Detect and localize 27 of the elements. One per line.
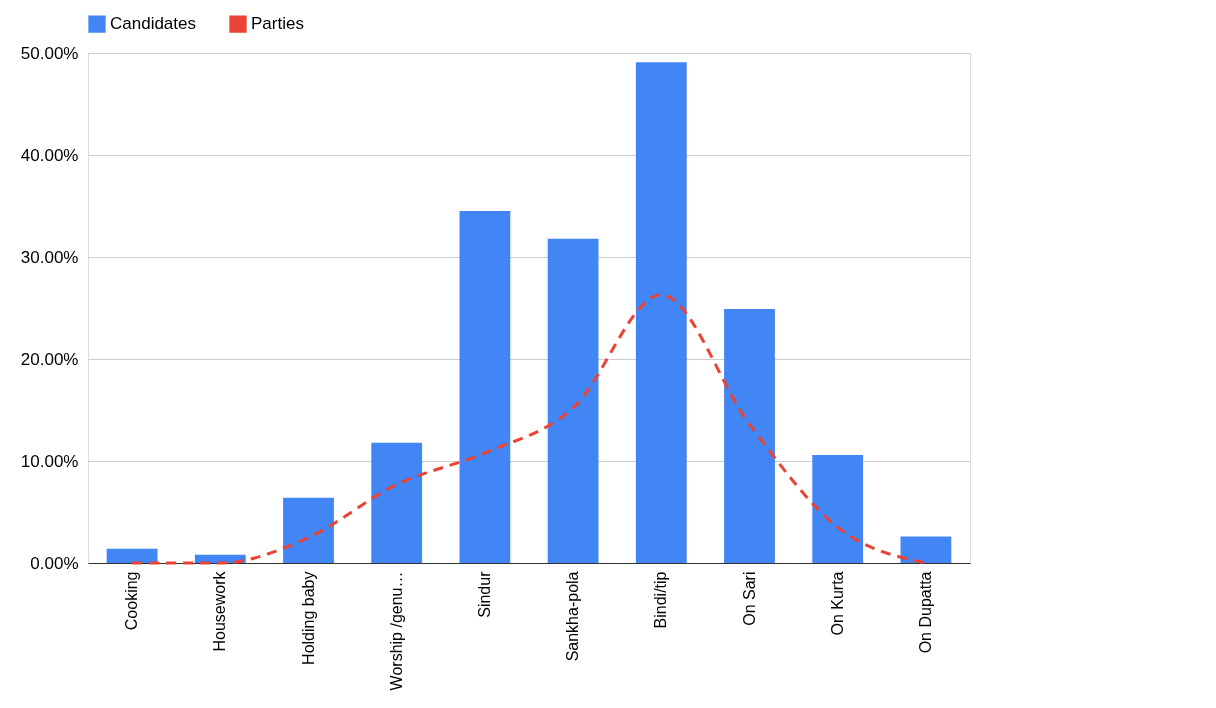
bar [371,442,423,563]
x-tick-label: Cooking [123,571,141,631]
x-tick-label: Worship /genu… [387,571,405,691]
legend-label: Parties [251,14,304,34]
bar [106,548,158,563]
x-tick-label: Sankha-pola [564,571,582,662]
bar [547,238,599,563]
y-tick-label: 20.00% [20,349,79,369]
y-tick-label: 40.00% [20,145,79,165]
legend-label: Candidates [110,14,197,34]
x-tick-label: On Sari [740,571,758,626]
bar [724,309,775,563]
x-tick-label: Bindi/tip [652,571,670,629]
y-tick-label: 30.00% [20,247,79,267]
bar [900,536,952,563]
y-tick-label: 0.00% [30,553,79,573]
x-tick-label: On Kurta [828,571,846,636]
x-tick-label: Housework [211,570,229,652]
x-tick-label: Holding baby [299,571,317,665]
bar [812,454,864,563]
bar [459,211,511,563]
x-tick-label: On Dupatta [916,571,934,654]
x-tick-label: Sindur [475,570,493,618]
bar [635,62,687,563]
bar [283,497,334,563]
y-tick-label: 10.00% [20,451,79,471]
y-tick-label: 50.00% [20,43,79,63]
